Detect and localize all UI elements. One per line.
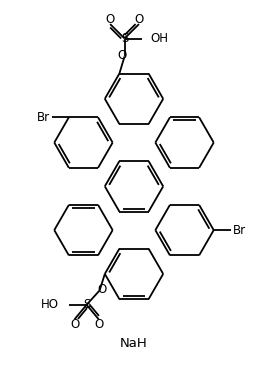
Text: HO: HO (41, 298, 59, 311)
Text: Br: Br (233, 224, 246, 237)
Text: O: O (117, 49, 126, 62)
Text: O: O (134, 13, 144, 26)
Text: S: S (121, 32, 128, 45)
Text: O: O (94, 318, 103, 331)
Text: Br: Br (36, 111, 50, 124)
Text: NaH: NaH (120, 337, 148, 350)
Text: O: O (98, 283, 107, 296)
Text: O: O (70, 318, 79, 331)
Text: S: S (83, 298, 90, 311)
Text: O: O (106, 13, 115, 26)
Text: OH: OH (150, 32, 168, 45)
